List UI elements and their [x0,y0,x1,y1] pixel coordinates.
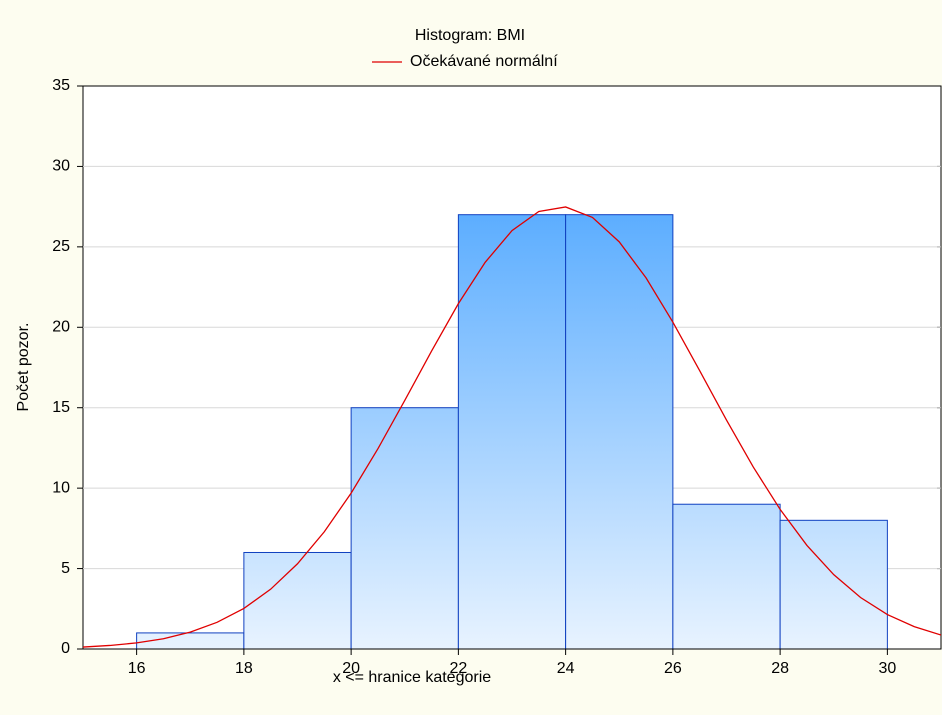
x-tick-label: 18 [235,660,253,677]
y-tick-label: 25 [52,238,70,255]
x-tick-label: 30 [878,660,896,677]
bar [350,407,459,650]
y-tick-label: 0 [61,640,70,657]
x-tick-label: 28 [771,660,789,677]
x-tick-label: 20 [342,660,360,677]
chart-title: Histogram: BMI [415,27,525,44]
x-axis-label: x <= hranice kategorie [333,669,491,686]
y-tick-label: 10 [52,479,70,496]
bar [672,503,781,650]
y-tick-label: 15 [52,399,70,416]
bar [457,214,567,650]
y-tick-label: 5 [61,560,70,577]
y-axis-label: Počet pozor. [15,323,32,412]
normal-curve [83,206,941,648]
x-tick-label: 24 [557,660,575,677]
bar [779,519,888,650]
legend-label: Očekávané normální [410,53,558,70]
y-tick-label: 20 [52,319,70,336]
bar [565,214,674,650]
y-tick-label: 30 [52,158,70,175]
x-tick-label: 26 [664,660,682,677]
bar [243,551,352,650]
x-tick-label: 16 [128,660,146,677]
y-tick-label: 35 [52,77,70,94]
x-tick-label: 22 [449,660,467,677]
